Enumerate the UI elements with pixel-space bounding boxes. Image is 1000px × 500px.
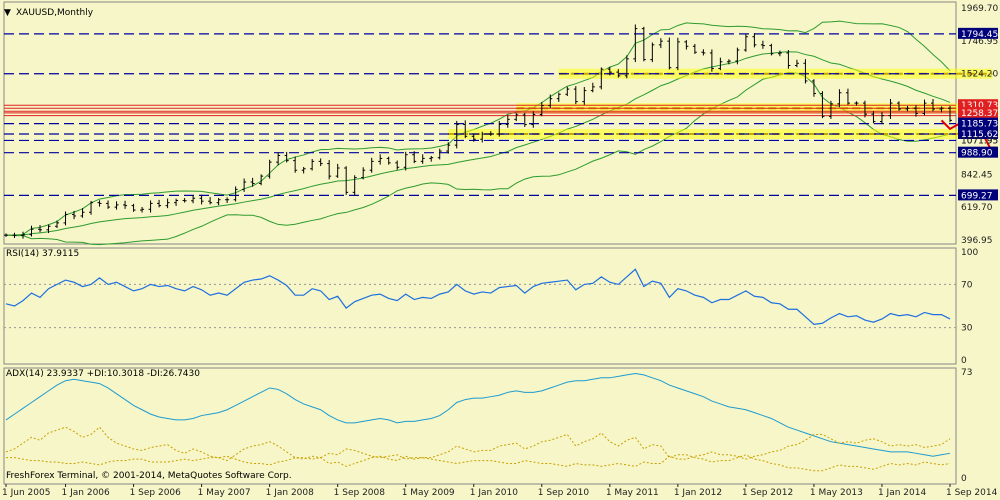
time-axis: 1 Jun 2005 1 Jan 2006 1 Sep 2006 1 May 2007…: [2, 484, 998, 498]
time-tick-label: 1 Sep 2010: [538, 488, 590, 498]
price-tick-label: 396.95: [961, 236, 993, 246]
highlight-zone-band: [448, 128, 993, 139]
level-label: 1258.37: [961, 109, 998, 119]
level-label: 1115.62: [961, 130, 998, 140]
chart-title: XAUUSD,Monthly: [16, 8, 94, 18]
level-label-box: [958, 127, 998, 139]
time-tick-label: 1 Jan 2008: [266, 488, 314, 498]
level-label: 988.90: [961, 149, 993, 159]
level-label-box: [958, 106, 998, 118]
rsi-line: [5, 268, 951, 325]
time-tick-label: 1 May 2007: [198, 488, 251, 498]
adx-frame: [3, 367, 957, 485]
time-tick-label: 1 Jan 2006: [62, 488, 110, 498]
price-tick-label: 1524.20: [961, 70, 998, 80]
price-panel[interactable]: [3, 1, 997, 246]
level-label-box: [958, 189, 998, 201]
level-label-box: [958, 27, 998, 39]
price-tick-label: 1969.70: [961, 4, 998, 14]
time-tick-label: 1 May 2009: [402, 488, 455, 498]
adx-tick-label: 0: [961, 474, 967, 484]
rsi-frame: [3, 247, 957, 365]
level-label: 699.27: [961, 191, 993, 201]
time-tick-label: 1 Sep 2014: [946, 488, 998, 498]
bollinger-upper: [5, 20, 951, 236]
rsi-tick-label: 70: [961, 280, 973, 290]
price-tick-label: 1071.95: [961, 136, 998, 146]
price-tick-label: 842.45: [961, 170, 993, 180]
level-label-box: [958, 99, 998, 111]
adx-title: ADX(14) 23.9337 +DI:10.3018 -DI:26.7430: [6, 369, 200, 379]
rsi-tick-label: 100: [961, 248, 978, 258]
plus-di-line: [5, 426, 951, 472]
level-label-box: [958, 146, 998, 158]
time-tick-label: 1 Sep 2006: [130, 488, 182, 498]
minus-di-line: [6, 433, 951, 467]
adx-line: [5, 372, 951, 457]
time-tick-label: 1 May 2011: [606, 488, 659, 498]
price-tick-label: 619.70: [961, 203, 993, 213]
time-tick-label: 1 Sep 2012: [742, 488, 793, 498]
time-tick-label: 1 Sep 2008: [334, 488, 386, 498]
bollinger-middle: [5, 51, 951, 236]
time-tick-label: 1 Jan 2010: [470, 488, 518, 498]
rsi-panel[interactable]: [3, 247, 957, 365]
price-tick-label: 1746.95: [961, 37, 998, 47]
rsi-tick-label: 30: [961, 324, 973, 334]
time-tick-label: 1 May 2013: [810, 488, 863, 498]
level-label: 1185.73: [961, 120, 998, 130]
level-label: 1071.95: [961, 136, 998, 146]
time-tick-label: 1 Jan 2014: [878, 488, 926, 498]
level-label: 1794.45: [961, 30, 998, 40]
time-tick-label: 1 Jan 2012: [674, 488, 722, 498]
copyright-text: FreshForex Terminal, © 2001-2014, MetaQu…: [6, 471, 292, 481]
adx-tick-label: 73: [961, 368, 972, 378]
price-frame: [3, 1, 957, 245]
adx-panel[interactable]: [3, 367, 957, 485]
level-label-box: [958, 117, 998, 129]
level-label: 1310.73: [961, 101, 998, 111]
price-axis: 396.95619.70842.451071.951185.731250.001…: [958, 4, 998, 484]
rsi-title: RSI(14) 37.9115: [6, 249, 79, 259]
rsi-tick-label: 0: [961, 356, 967, 366]
symbol-menu-icon[interactable]: ▼: [4, 8, 11, 18]
time-tick-label: 1 Jun 2005: [2, 488, 50, 498]
